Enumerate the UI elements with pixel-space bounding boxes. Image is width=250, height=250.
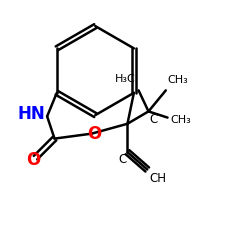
Text: C: C xyxy=(150,114,158,126)
Text: CH₃: CH₃ xyxy=(170,115,191,125)
Text: O: O xyxy=(88,126,102,144)
Text: H₃C: H₃C xyxy=(116,74,136,84)
Text: HN: HN xyxy=(18,105,46,123)
Text: CH₃: CH₃ xyxy=(167,76,188,86)
Text: CH: CH xyxy=(150,172,167,185)
Text: C: C xyxy=(118,154,126,166)
Text: O: O xyxy=(26,151,40,169)
